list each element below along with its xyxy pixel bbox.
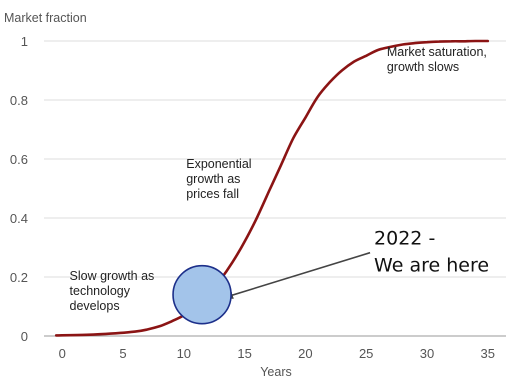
annotation-text: Slow growth as technology develops [70, 269, 155, 313]
x-tick-label: 30 [420, 346, 434, 361]
y-axis-label: Market fraction [4, 11, 87, 25]
annotation-text: Market saturation, growth slows [387, 45, 487, 74]
x-tick-label: 20 [298, 346, 312, 361]
y-tick-label: 1 [21, 34, 28, 49]
x-tick-label: 25 [359, 346, 373, 361]
annotation-line: prices fall [186, 187, 239, 201]
callout-arrow [223, 251, 371, 299]
y-tick-label: 0 [21, 329, 28, 344]
annotation-line: Exponential [186, 157, 251, 171]
y-tick-label: 0.4 [10, 211, 28, 226]
series-line [54, 39, 490, 337]
annotations: Market saturation, growth slows Exponentia… [70, 45, 487, 313]
x-tick-label: 5 [119, 346, 126, 361]
annotation-line: Market saturation, [387, 45, 487, 59]
x-tick-label: 15 [237, 346, 251, 361]
current-position-marker [172, 264, 232, 325]
callout-label: 2022 - We are here [374, 228, 489, 277]
annotation-text: Exponential growth as prices fall [186, 157, 251, 201]
y-tick-label: 0.6 [10, 152, 28, 167]
annotation-line: growth slows [387, 60, 459, 74]
annotation-line: technology [70, 284, 131, 298]
x-tick-label: 35 [481, 346, 495, 361]
callout: 2022 - We are here [172, 228, 489, 325]
annotation-line: Slow growth as [70, 269, 155, 283]
callout-line: 2022 - [374, 228, 435, 250]
tick-labels: 00.20.40.60.810 5 10 15 20 25 30 35 [10, 34, 495, 361]
x-axis-label: Years [260, 365, 292, 379]
callout-line: We are here [374, 255, 489, 277]
series-lines [54, 39, 490, 337]
x-tick-label: 10 [177, 346, 191, 361]
y-tick-label: 0.2 [10, 270, 28, 285]
annotation-line: develops [70, 299, 120, 313]
annotation-line: growth as [186, 172, 240, 186]
x-tick-label: 0 [59, 346, 66, 361]
gridlines [44, 40, 506, 337]
y-tick-label: 0.8 [10, 93, 28, 108]
